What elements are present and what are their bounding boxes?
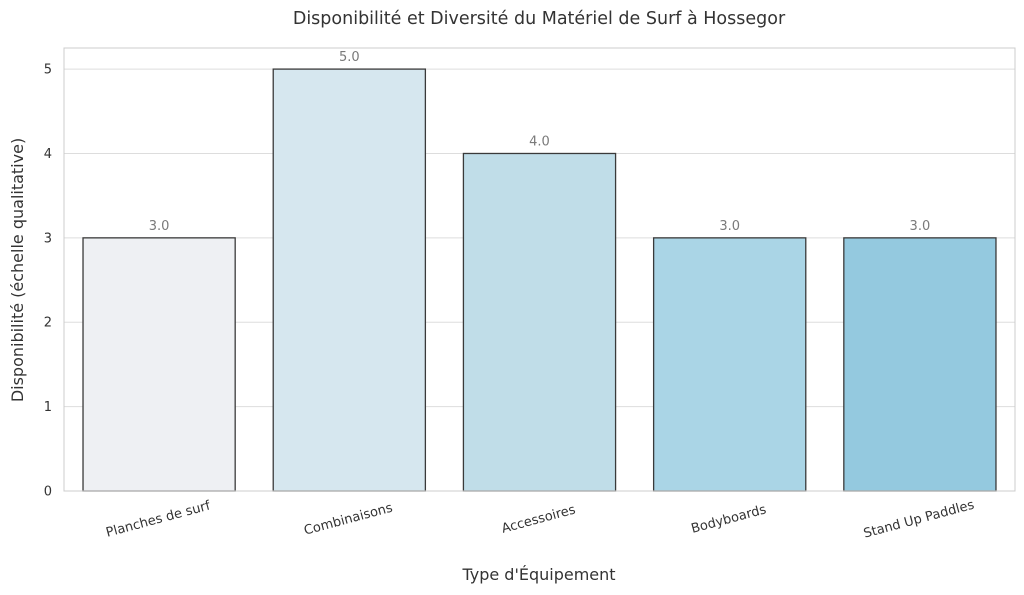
- x-tick-label: Stand Up Paddles: [862, 498, 976, 542]
- x-tick-label: Planches de surf: [104, 498, 212, 540]
- y-tick-label: 5: [44, 63, 52, 78]
- y-tick-label: 0: [44, 485, 52, 500]
- y-tick-label: 3: [44, 231, 52, 246]
- bar-value-label: 5.0: [339, 50, 360, 65]
- bar-value-label: 4.0: [529, 134, 550, 149]
- bar: [652, 237, 807, 492]
- y-axis-label: Disponibilité (échelle qualitative): [8, 138, 27, 402]
- x-axis-label: Type d'Équipement: [461, 565, 615, 584]
- bar-value-label: 3.0: [910, 219, 931, 234]
- data-labels: 3.0 5.0 4.0 3.0 3.0: [149, 50, 930, 234]
- y-tick-label: 2: [44, 316, 52, 331]
- bar-value-label: 3.0: [149, 219, 170, 234]
- bars: [82, 68, 997, 492]
- bar: [82, 237, 236, 492]
- y-tick-labels: 0 1 2 3 4 5: [44, 63, 52, 500]
- y-tick-label: 4: [44, 147, 52, 162]
- x-tick-labels: Planches de surf Combinaisons Accessoires B…: [104, 498, 976, 542]
- bar-value-label: 3.0: [719, 219, 740, 234]
- x-tick-label: Combinaisons: [302, 501, 394, 539]
- bar: [272, 68, 427, 492]
- chart-title: Disponibilité et Diversité du Matériel d…: [293, 9, 786, 29]
- plot-frame: [63, 47, 1016, 492]
- x-tick-label: Bodyboards: [690, 502, 769, 537]
- bar: [843, 237, 997, 492]
- x-tick-label: Accessoires: [500, 502, 577, 536]
- y-tick-label: 1: [44, 400, 52, 415]
- bar: [462, 152, 617, 492]
